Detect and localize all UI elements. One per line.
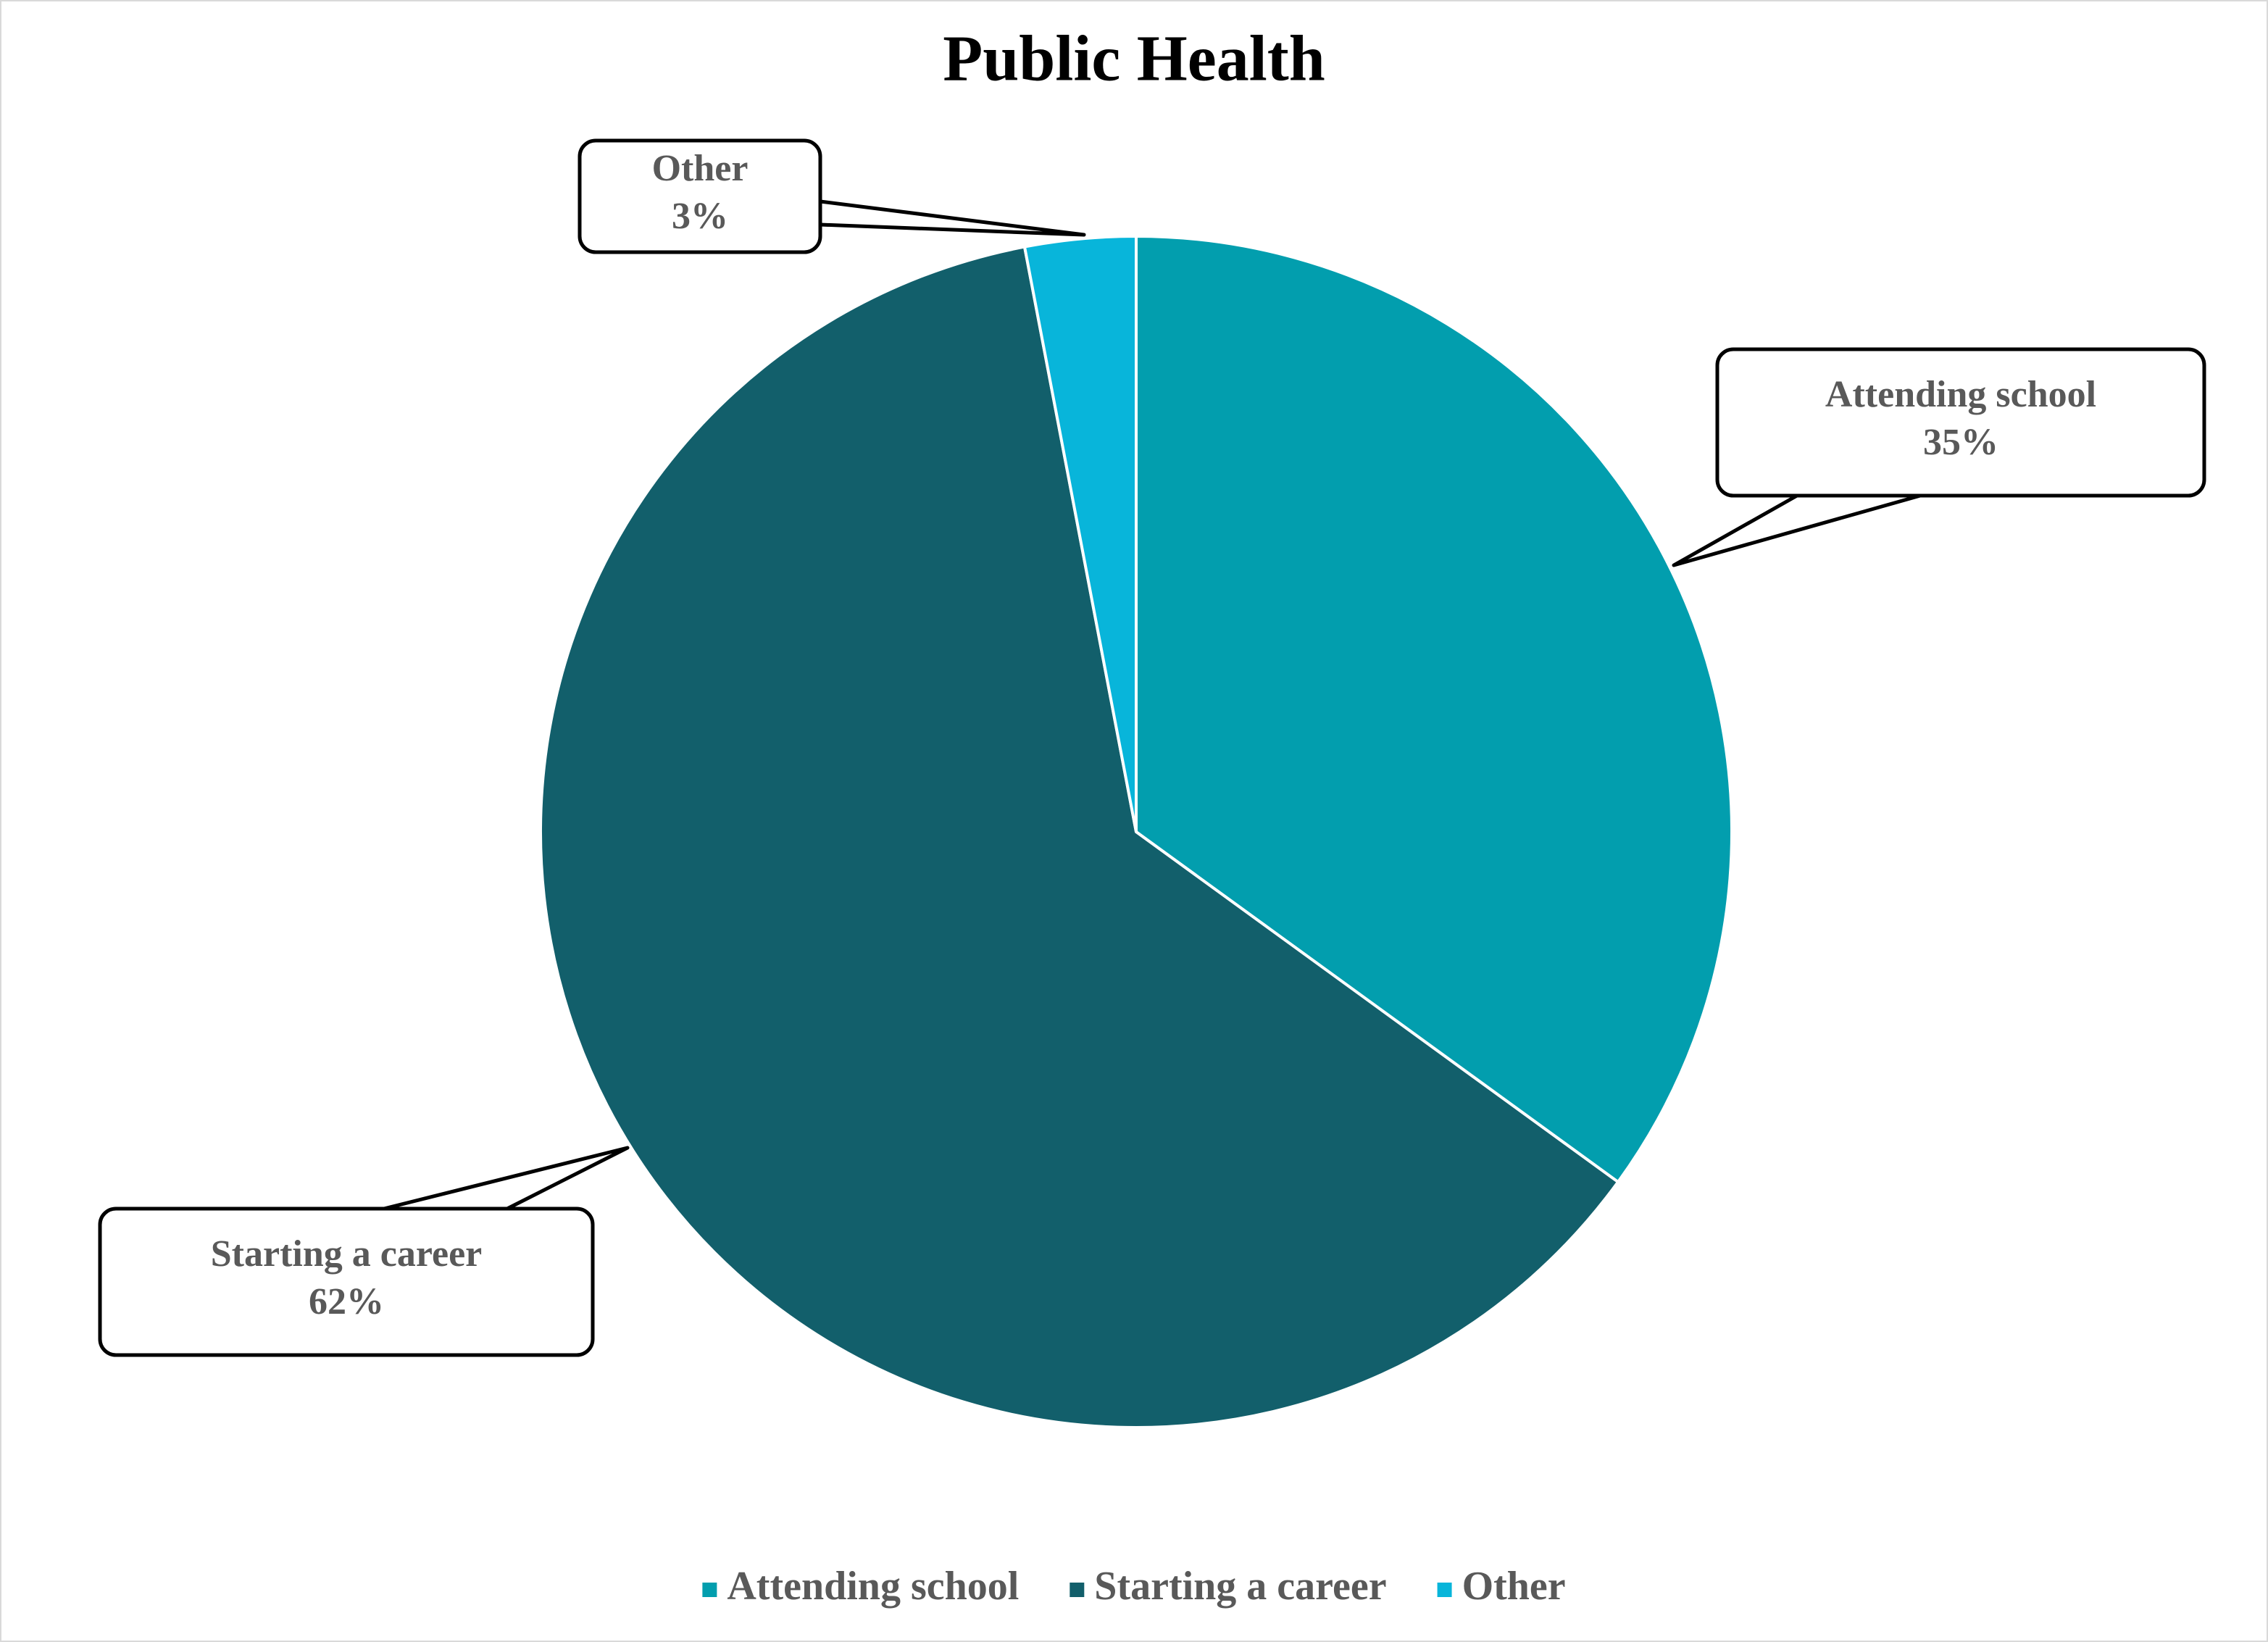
data-label-category: Attending school (1825, 374, 2096, 415)
legend-label: Other (1462, 1564, 1566, 1609)
data-label-value: 3% (672, 196, 728, 237)
legend-swatch (1070, 1583, 1085, 1597)
callout-cover (102, 1211, 591, 1353)
data-label-category: Starting a career (211, 1233, 482, 1275)
pie-slice (1022, 234, 1138, 833)
data-label-value: 35% (1923, 422, 1998, 463)
pie-slice (539, 245, 1620, 1429)
callout-cover (1719, 351, 2202, 493)
callout-cover (582, 143, 818, 250)
legend-swatch (702, 1583, 717, 1597)
legend-label: Attending school (727, 1564, 1019, 1609)
data-label-category: Other (652, 148, 749, 189)
data-label-value: 62% (309, 1281, 384, 1322)
chart-title: Public Health (943, 23, 1325, 95)
pie-slice (1135, 234, 1733, 1184)
legend-label: Starting a career (1094, 1564, 1386, 1609)
legend-swatch (1437, 1583, 1452, 1597)
